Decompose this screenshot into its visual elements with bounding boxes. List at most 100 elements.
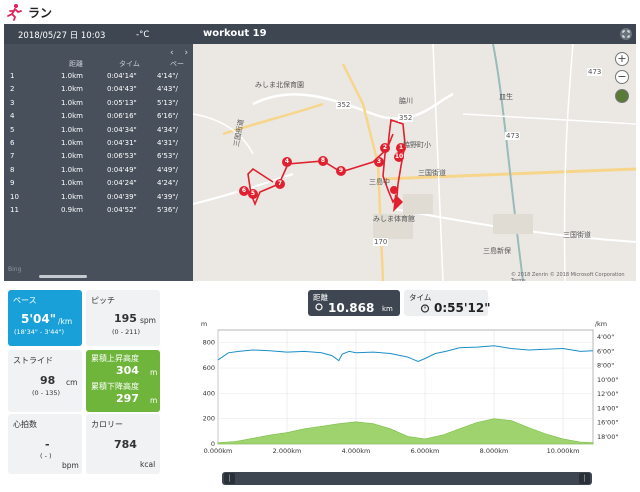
map-label: 三国街道	[563, 231, 591, 239]
cadence-card[interactable]: ピッチ 195 spm (0 - 211)	[86, 290, 160, 346]
lap-n: 5	[10, 125, 15, 134]
map-label: 脇川	[399, 97, 413, 105]
lap-n: 8	[10, 165, 15, 174]
x-tick-label: 6.000km	[411, 447, 440, 455]
lap-time: 0:04'39"	[107, 192, 137, 201]
route-marker[interactable]: 7	[275, 179, 285, 189]
lap-row[interactable]: 1 1.0km 0:04'14" 4'14"/	[4, 72, 193, 84]
lap-n: 2	[10, 85, 15, 94]
lap-time: 0:06'53"	[107, 152, 137, 161]
map-label: 脇野町小	[403, 141, 431, 149]
lap-pace: 5'13"/	[157, 98, 178, 107]
lap-row[interactable]: 7 1.0km 0:06'53" 6'53"/	[4, 152, 193, 164]
route-marker[interactable]: 1	[396, 143, 406, 153]
y-left-tick-label: 0	[211, 440, 215, 448]
y-left-axis-label: m	[201, 320, 207, 328]
descent-unit: m	[150, 396, 158, 405]
time-label: タイム	[409, 293, 432, 302]
plot-frame	[217, 329, 594, 445]
lap-row[interactable]: 9 1.0km 0:04'24" 4'24"/	[4, 179, 193, 191]
time-total: タイム 0:55'12"	[404, 290, 490, 316]
lap-row[interactable]: 11 0.9km 0:04'52" 5'36"/	[4, 206, 193, 218]
route-marker[interactable]: 5	[248, 189, 258, 199]
runner-icon	[7, 4, 22, 21]
lap-row[interactable]: 6 1.0km 0:04'31" 4'31"/	[4, 139, 193, 151]
ascent-label: 累積上昇高度	[91, 354, 139, 363]
route-marker[interactable]: 2	[380, 143, 390, 153]
x-tick-label: 2.000km	[273, 447, 302, 455]
lap-time: 0:04'31"	[107, 139, 137, 147]
lap-row[interactable]: 3 1.0km 0:05'13" 5'13"/	[4, 99, 193, 111]
cadence-label: ピッチ	[91, 296, 115, 305]
heart-unit: bpm	[62, 461, 79, 470]
y-left-tick-label: 600	[203, 364, 215, 372]
route-marker[interactable]: 3	[374, 157, 384, 167]
lap-dist: 1.0km	[61, 72, 84, 80]
lap-n: 1	[10, 72, 15, 80]
route-marker[interactable]: 8	[318, 156, 328, 166]
y-right-tick-label: 12'00"	[597, 390, 618, 398]
lap-time: 0:04'34"	[107, 125, 137, 134]
range-slider[interactable]: | |	[222, 472, 592, 485]
pace-elevation-chart[interactable]: 0.000km 2.000km 4.000km 6.000km 8.000km 10.00…	[193, 314, 636, 464]
road-number: 170	[373, 238, 389, 246]
lap-row[interactable]: 2 1.0km 0:04'43" 4'43"/	[4, 85, 193, 97]
route-marker[interactable]: 4	[282, 157, 292, 167]
lap-row[interactable]: 5 1.0km 0:04'34" 4'34"/	[4, 126, 193, 138]
stride-unit: cm	[66, 378, 78, 387]
map-label: 三島中	[369, 178, 390, 186]
route-marker[interactable]: 6	[239, 186, 249, 196]
map-type-icon[interactable]	[615, 89, 629, 103]
lap-dist: 0.9km	[61, 206, 84, 214]
col-pace: ペー	[170, 60, 184, 68]
calories-unit: kcal	[140, 460, 156, 469]
y-left-tick-label: 200	[203, 415, 215, 423]
horizontal-scrollbar[interactable]	[39, 275, 87, 278]
lap-n: 7	[10, 152, 15, 161]
heart-rate-card[interactable]: 心拍数 - ( - ) bpm	[8, 414, 82, 474]
lap-pace: 4'24"/	[157, 179, 178, 188]
elevation-area	[217, 418, 594, 445]
route-marker[interactable]: 9	[336, 166, 346, 176]
range-start-handle[interactable]: |	[224, 473, 235, 484]
route-map[interactable]: みしま北保育園 三国街道 三国街道 脇野町小 三島中 みしま体育館 三国街道 三…	[193, 44, 636, 281]
y-right-axis-label: /km	[595, 320, 607, 328]
lap-n: 3	[10, 98, 15, 107]
lap-pace: 5'36"/	[157, 206, 178, 214]
lap-pace: 4'49"/	[157, 165, 178, 174]
x-tick-label: 0.000km	[204, 447, 233, 455]
lap-row[interactable]: 8 1.0km 0:04'49" 4'49"/	[4, 166, 193, 178]
stride-range: (0 - 135)	[32, 389, 61, 397]
temperature: -°C	[136, 30, 150, 40]
pace-card[interactable]: ペース 5'04" /km (18'34" - 3'44")	[8, 290, 82, 346]
lap-row[interactable]: 10 1.0km 0:04'39" 4'39"/	[4, 193, 193, 205]
distance-unit: km	[382, 305, 393, 313]
lap-dist: 1.0km	[61, 165, 84, 174]
lap-dist: 1.0km	[61, 192, 84, 201]
app-title-bar: ラン	[0, 0, 640, 24]
route-marker[interactable]: 10	[394, 152, 404, 162]
y-right-tick-label: 8'00"	[597, 362, 614, 370]
lap-row[interactable]: 4 1.0km 0:06'16" 6'16"/	[4, 112, 193, 124]
road-number: 352	[336, 101, 352, 109]
lap-n: 11	[10, 206, 19, 214]
lap-pace: 4'14"/	[157, 72, 178, 80]
lap-time: 0:04'49"	[107, 165, 137, 174]
lap-time: 0:06'16"	[107, 112, 137, 121]
elevation-card[interactable]: 累積上昇高度 304 m 累積下降高度 297 m	[86, 350, 160, 412]
fullscreen-icon[interactable]	[620, 28, 632, 40]
range-end-handle[interactable]: |	[579, 473, 590, 484]
stride-card[interactable]: ストライド 98 cm (0 - 135)	[8, 350, 82, 412]
road-number: 473	[587, 68, 603, 76]
scroll-arrows-icon[interactable]: ‹ ›	[170, 48, 193, 58]
zoom-in-button[interactable]: +	[615, 52, 629, 66]
lap-time: 0:04'52"	[107, 206, 137, 214]
lap-dist: 1.0km	[61, 112, 84, 121]
lap-n: 10	[10, 192, 19, 201]
y-right-tick-label: 10'00"	[597, 376, 618, 384]
page-title: ラン	[28, 6, 53, 20]
zoom-out-button[interactable]: −	[615, 70, 629, 84]
bing-logo: Bing	[8, 266, 22, 273]
calories-card[interactable]: カロリー 784 kcal	[86, 414, 160, 474]
map-copyright: © 2018 Zenrin © 2018 Microsoft Corporati…	[511, 272, 625, 281]
